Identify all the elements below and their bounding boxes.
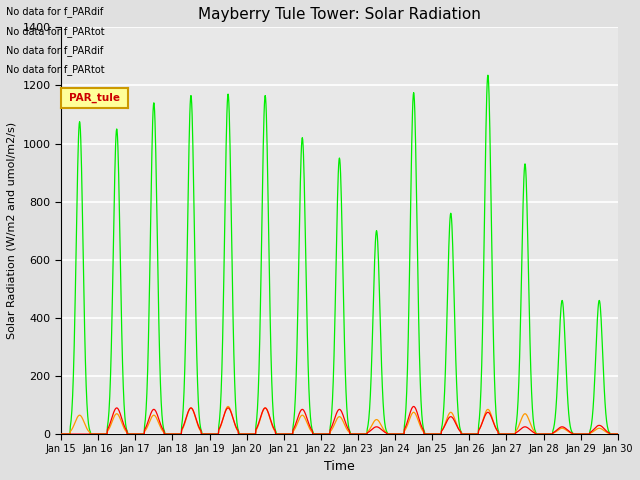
Text: No data for f_PARdif: No data for f_PARdif xyxy=(6,45,104,56)
Text: No data for f_PARdif: No data for f_PARdif xyxy=(6,6,104,17)
Title: Mayberry Tule Tower: Solar Radiation: Mayberry Tule Tower: Solar Radiation xyxy=(198,7,481,22)
X-axis label: Time: Time xyxy=(324,460,355,473)
Y-axis label: Solar Radiation (W/m2 and umol/m2/s): Solar Radiation (W/m2 and umol/m2/s) xyxy=(7,122,17,339)
Text: PAR_tule: PAR_tule xyxy=(69,93,120,103)
Text: No data for f_PARtot: No data for f_PARtot xyxy=(6,64,105,75)
Text: No data for f_PARtot: No data for f_PARtot xyxy=(6,25,105,36)
